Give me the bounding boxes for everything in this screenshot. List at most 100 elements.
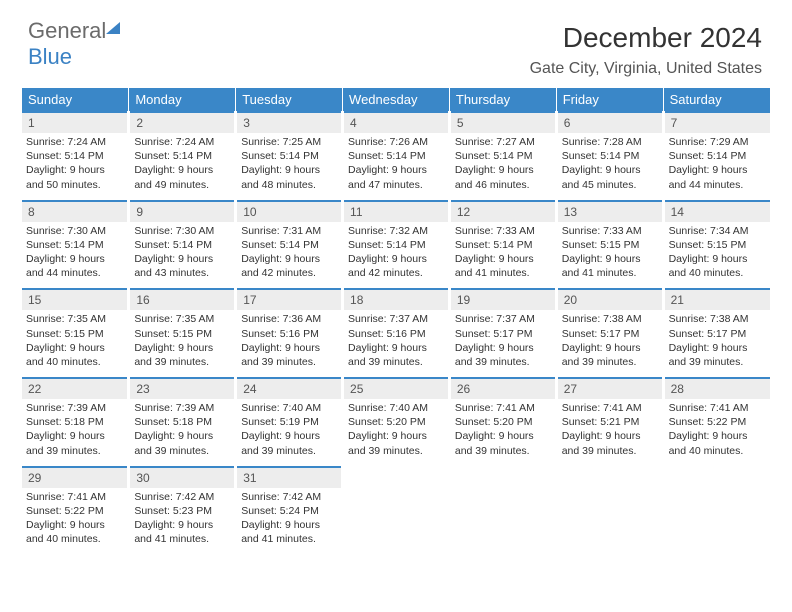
calendar-week-row: 29Sunrise: 7:41 AMSunset: 5:22 PMDayligh… xyxy=(22,466,770,555)
day-number: 23 xyxy=(130,377,234,399)
day-number: 30 xyxy=(130,466,234,488)
calendar-day-cell: 31Sunrise: 7:42 AMSunset: 5:24 PMDayligh… xyxy=(236,466,343,555)
day-details: Sunrise: 7:25 AMSunset: 5:14 PMDaylight:… xyxy=(237,133,341,198)
calendar-day-cell: .. xyxy=(663,466,770,555)
calendar-day-cell: 29Sunrise: 7:41 AMSunset: 5:22 PMDayligh… xyxy=(22,466,129,555)
calendar-day-cell: 21Sunrise: 7:38 AMSunset: 5:17 PMDayligh… xyxy=(663,288,770,377)
calendar-header-cell: Thursday xyxy=(449,88,556,111)
calendar-day-cell: 9Sunrise: 7:30 AMSunset: 5:14 PMDaylight… xyxy=(129,200,236,289)
day-details: Sunrise: 7:41 AMSunset: 5:20 PMDaylight:… xyxy=(451,399,555,464)
calendar-header-cell: Saturday xyxy=(663,88,770,111)
calendar-day-cell: 25Sunrise: 7:40 AMSunset: 5:20 PMDayligh… xyxy=(343,377,450,466)
calendar-day-cell: 19Sunrise: 7:37 AMSunset: 5:17 PMDayligh… xyxy=(449,288,556,377)
logo: General Blue xyxy=(28,18,122,70)
location-subtitle: Gate City, Virginia, United States xyxy=(530,60,762,78)
calendar-day-cell: 10Sunrise: 7:31 AMSunset: 5:14 PMDayligh… xyxy=(236,200,343,289)
calendar-header-cell: Monday xyxy=(129,88,236,111)
calendar-day-cell: 5Sunrise: 7:27 AMSunset: 5:14 PMDaylight… xyxy=(449,111,556,200)
calendar-table: SundayMondayTuesdayWednesdayThursdayFrid… xyxy=(22,88,770,554)
day-number: 8 xyxy=(22,200,127,222)
day-number: 14 xyxy=(665,200,770,222)
day-details: Sunrise: 7:40 AMSunset: 5:19 PMDaylight:… xyxy=(237,399,341,464)
day-details: Sunrise: 7:31 AMSunset: 5:14 PMDaylight:… xyxy=(237,222,341,287)
day-number: 2 xyxy=(130,111,234,133)
page-title: December 2024 xyxy=(563,22,762,54)
day-number: 21 xyxy=(665,288,770,310)
calendar-day-cell: 23Sunrise: 7:39 AMSunset: 5:18 PMDayligh… xyxy=(129,377,236,466)
day-number: 10 xyxy=(237,200,341,222)
day-details: Sunrise: 7:35 AMSunset: 5:15 PMDaylight:… xyxy=(130,310,234,375)
day-details: Sunrise: 7:30 AMSunset: 5:14 PMDaylight:… xyxy=(130,222,234,287)
calendar-header-row: SundayMondayTuesdayWednesdayThursdayFrid… xyxy=(22,88,770,111)
day-details: Sunrise: 7:32 AMSunset: 5:14 PMDaylight:… xyxy=(344,222,448,287)
calendar-week-row: 1Sunrise: 7:24 AMSunset: 5:14 PMDaylight… xyxy=(22,111,770,200)
day-number: 24 xyxy=(237,377,341,399)
calendar-day-cell: 18Sunrise: 7:37 AMSunset: 5:16 PMDayligh… xyxy=(343,288,450,377)
day-number: 19 xyxy=(451,288,555,310)
day-details: Sunrise: 7:42 AMSunset: 5:23 PMDaylight:… xyxy=(130,488,234,553)
day-number: 12 xyxy=(451,200,555,222)
day-details: Sunrise: 7:41 AMSunset: 5:22 PMDaylight:… xyxy=(22,488,127,553)
calendar-header-cell: Tuesday xyxy=(236,88,343,111)
calendar-day-cell: 13Sunrise: 7:33 AMSunset: 5:15 PMDayligh… xyxy=(556,200,663,289)
day-details: Sunrise: 7:24 AMSunset: 5:14 PMDaylight:… xyxy=(22,133,127,198)
day-number: 13 xyxy=(558,200,662,222)
calendar-day-cell: 7Sunrise: 7:29 AMSunset: 5:14 PMDaylight… xyxy=(663,111,770,200)
logo-sail-icon xyxy=(104,20,122,36)
day-number: 15 xyxy=(22,288,127,310)
day-details: Sunrise: 7:34 AMSunset: 5:15 PMDaylight:… xyxy=(665,222,770,287)
calendar-day-cell: 14Sunrise: 7:34 AMSunset: 5:15 PMDayligh… xyxy=(663,200,770,289)
calendar-week-row: 8Sunrise: 7:30 AMSunset: 5:14 PMDaylight… xyxy=(22,200,770,289)
calendar-day-cell: 26Sunrise: 7:41 AMSunset: 5:20 PMDayligh… xyxy=(449,377,556,466)
calendar-day-cell: 20Sunrise: 7:38 AMSunset: 5:17 PMDayligh… xyxy=(556,288,663,377)
calendar-day-cell: .. xyxy=(556,466,663,555)
day-details: Sunrise: 7:33 AMSunset: 5:14 PMDaylight:… xyxy=(451,222,555,287)
calendar-day-cell: 17Sunrise: 7:36 AMSunset: 5:16 PMDayligh… xyxy=(236,288,343,377)
calendar-day-cell: .. xyxy=(449,466,556,555)
day-number: 3 xyxy=(237,111,341,133)
day-number: 16 xyxy=(130,288,234,310)
day-number: 29 xyxy=(22,466,127,488)
day-number: 9 xyxy=(130,200,234,222)
day-details: Sunrise: 7:41 AMSunset: 5:21 PMDaylight:… xyxy=(558,399,662,464)
day-details: Sunrise: 7:37 AMSunset: 5:16 PMDaylight:… xyxy=(344,310,448,375)
calendar-day-cell: 15Sunrise: 7:35 AMSunset: 5:15 PMDayligh… xyxy=(22,288,129,377)
calendar-day-cell: 1Sunrise: 7:24 AMSunset: 5:14 PMDaylight… xyxy=(22,111,129,200)
calendar-day-cell: 2Sunrise: 7:24 AMSunset: 5:14 PMDaylight… xyxy=(129,111,236,200)
calendar-day-cell: 22Sunrise: 7:39 AMSunset: 5:18 PMDayligh… xyxy=(22,377,129,466)
calendar-day-cell: 12Sunrise: 7:33 AMSunset: 5:14 PMDayligh… xyxy=(449,200,556,289)
day-details: Sunrise: 7:39 AMSunset: 5:18 PMDaylight:… xyxy=(130,399,234,464)
calendar-day-cell: 24Sunrise: 7:40 AMSunset: 5:19 PMDayligh… xyxy=(236,377,343,466)
calendar-body: 1Sunrise: 7:24 AMSunset: 5:14 PMDaylight… xyxy=(22,111,770,554)
logo-text-2: Blue xyxy=(28,44,72,69)
day-number: 31 xyxy=(237,466,341,488)
day-details: Sunrise: 7:28 AMSunset: 5:14 PMDaylight:… xyxy=(558,133,662,198)
day-number: 27 xyxy=(558,377,662,399)
day-number: 4 xyxy=(344,111,448,133)
calendar-day-cell: 28Sunrise: 7:41 AMSunset: 5:22 PMDayligh… xyxy=(663,377,770,466)
day-number: 25 xyxy=(344,377,448,399)
day-details: Sunrise: 7:29 AMSunset: 5:14 PMDaylight:… xyxy=(665,133,770,198)
day-number: 26 xyxy=(451,377,555,399)
calendar-day-cell: 3Sunrise: 7:25 AMSunset: 5:14 PMDaylight… xyxy=(236,111,343,200)
calendar-day-cell: 4Sunrise: 7:26 AMSunset: 5:14 PMDaylight… xyxy=(343,111,450,200)
calendar-header-cell: Friday xyxy=(556,88,663,111)
calendar-day-cell: .. xyxy=(343,466,450,555)
day-number: 1 xyxy=(22,111,127,133)
day-number: 22 xyxy=(22,377,127,399)
day-number: 6 xyxy=(558,111,662,133)
day-details: Sunrise: 7:36 AMSunset: 5:16 PMDaylight:… xyxy=(237,310,341,375)
day-details: Sunrise: 7:38 AMSunset: 5:17 PMDaylight:… xyxy=(665,310,770,375)
day-details: Sunrise: 7:38 AMSunset: 5:17 PMDaylight:… xyxy=(558,310,662,375)
calendar-week-row: 22Sunrise: 7:39 AMSunset: 5:18 PMDayligh… xyxy=(22,377,770,466)
day-details: Sunrise: 7:37 AMSunset: 5:17 PMDaylight:… xyxy=(451,310,555,375)
day-details: Sunrise: 7:41 AMSunset: 5:22 PMDaylight:… xyxy=(665,399,770,464)
calendar-day-cell: 11Sunrise: 7:32 AMSunset: 5:14 PMDayligh… xyxy=(343,200,450,289)
day-details: Sunrise: 7:24 AMSunset: 5:14 PMDaylight:… xyxy=(130,133,234,198)
day-details: Sunrise: 7:30 AMSunset: 5:14 PMDaylight:… xyxy=(22,222,127,287)
day-details: Sunrise: 7:39 AMSunset: 5:18 PMDaylight:… xyxy=(22,399,127,464)
day-details: Sunrise: 7:26 AMSunset: 5:14 PMDaylight:… xyxy=(344,133,448,198)
calendar-day-cell: 30Sunrise: 7:42 AMSunset: 5:23 PMDayligh… xyxy=(129,466,236,555)
day-details: Sunrise: 7:33 AMSunset: 5:15 PMDaylight:… xyxy=(558,222,662,287)
calendar-day-cell: 6Sunrise: 7:28 AMSunset: 5:14 PMDaylight… xyxy=(556,111,663,200)
